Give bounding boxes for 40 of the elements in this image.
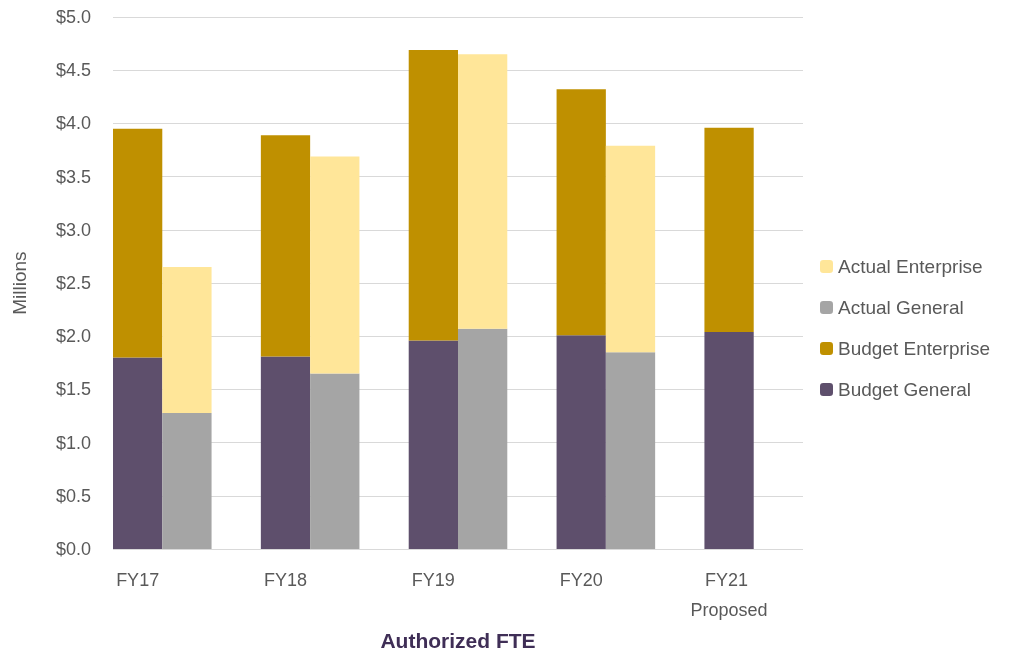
bar <box>310 373 360 550</box>
y-tick-label: $0.5 <box>55 485 91 506</box>
y-tick-label: $5.0 <box>55 7 91 27</box>
y-tick-label: $1.5 <box>55 379 91 400</box>
y-tick-label: $0.0 <box>55 539 91 560</box>
bar <box>605 145 656 353</box>
bar <box>458 54 508 329</box>
bar <box>458 328 508 550</box>
bar <box>605 352 656 550</box>
x-tick-label: FY21 Proposed <box>690 570 768 621</box>
bar <box>704 127 754 332</box>
bar <box>310 156 360 374</box>
bar <box>260 356 311 550</box>
bar <box>556 89 606 336</box>
bar <box>408 49 458 341</box>
x-tick-label: FY18 <box>263 570 308 591</box>
y-tick-label: $1.0 <box>55 432 91 453</box>
y-axis-title: Millions <box>9 251 30 315</box>
legend-label: Actual Enterprise <box>838 256 983 277</box>
bar <box>162 412 212 550</box>
legend-label: Actual General <box>838 297 964 318</box>
y-tick-label: $2.5 <box>55 273 91 294</box>
y-tick-label: $4.0 <box>55 113 91 134</box>
bar <box>162 267 212 413</box>
bar <box>260 135 311 357</box>
x-tick-label: FY19 <box>411 570 455 591</box>
bar <box>408 340 458 550</box>
x-axis-title: Authorized FTE <box>380 629 536 652</box>
legend-label: Budget Enterprise <box>838 338 991 359</box>
y-tick-label: $3.0 <box>55 219 91 240</box>
bar <box>113 357 163 550</box>
x-tick-label: FY17 <box>116 570 160 591</box>
x-tick-label: FY20 <box>559 570 603 591</box>
y-tick-label: $2.0 <box>55 326 91 347</box>
y-tick-label: $4.5 <box>55 60 91 81</box>
bar <box>556 335 606 550</box>
bar <box>113 128 163 358</box>
legend-label: Budget General <box>838 379 972 400</box>
bar <box>704 332 754 550</box>
y-tick-label: $3.5 <box>55 166 91 187</box>
